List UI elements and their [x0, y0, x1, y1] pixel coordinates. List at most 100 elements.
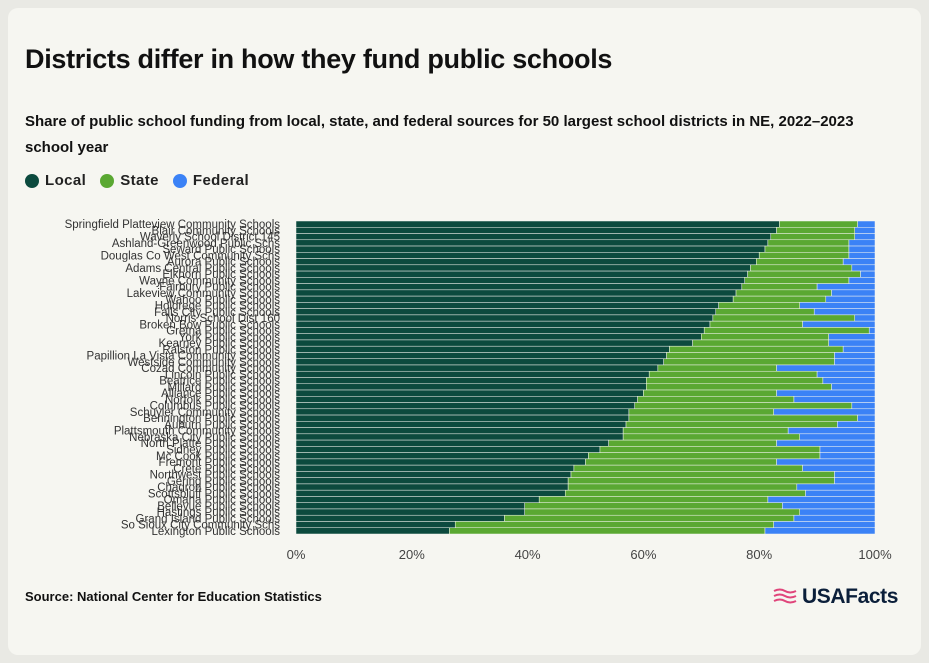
bar-segment-local — [295, 308, 717, 316]
bar-segment-federal — [776, 458, 876, 466]
legend-label-federal: Federal — [192, 172, 250, 189]
legend-swatch-state — [100, 173, 115, 188]
legend-swatch-federal — [172, 173, 187, 188]
bar-segment-federal — [842, 345, 876, 353]
bar-segment-state — [756, 258, 844, 266]
category-label: Hastings Public Schools — [157, 507, 281, 519]
bar-segment-federal — [848, 277, 876, 284]
bar-segment-federal — [773, 521, 876, 528]
bar-segment-federal — [776, 364, 876, 372]
bar-segment-state — [524, 508, 800, 516]
bar-segment-local — [295, 289, 737, 297]
category-label: Aurora Public Schools — [167, 257, 280, 269]
bar-segment-local — [295, 514, 505, 522]
bar-segment-federal — [848, 245, 876, 253]
category-label: North Platte Public Schools — [141, 438, 281, 450]
bar-segment-federal — [848, 239, 876, 247]
bar-segment-local — [295, 383, 647, 391]
bar-segment-federal — [868, 327, 876, 334]
category-label: Bennington Public Schools — [143, 413, 280, 425]
bar-segment-state — [648, 370, 818, 378]
category-label: Millard Public Schools — [168, 382, 281, 394]
legend-swatch-local — [25, 173, 39, 188]
bar-segment-federal — [793, 514, 876, 522]
bar-segment-federal — [764, 527, 876, 535]
category-label: Blair Community Schools — [152, 225, 281, 237]
bar-segment-local — [295, 508, 525, 516]
category-label: Lexington Public Schools — [152, 526, 281, 538]
bar-segment-federal — [822, 377, 876, 385]
bar-segment-local — [295, 333, 702, 341]
bar-segment-state — [622, 427, 789, 435]
bar-segment-federal — [816, 370, 876, 378]
bar-segment-local — [295, 389, 644, 397]
bar-segment-local — [295, 352, 667, 359]
legend-item-state: State — [100, 172, 159, 189]
bar-segment-local — [295, 233, 772, 241]
bar-segment-state — [712, 314, 855, 322]
bar-segment-local — [295, 458, 586, 466]
bar-segment-federal — [802, 320, 876, 328]
category-label: Springfield Platteview Community Schools — [65, 219, 281, 231]
category-label: Kearney Public Schools — [159, 338, 281, 350]
category-label: York Public Schools — [179, 332, 280, 344]
bar-segment-local — [295, 396, 638, 403]
category-label: Ralston Public Schools — [162, 344, 280, 356]
bar-segment-federal — [828, 339, 876, 347]
category-label: Cozad Community Schools — [141, 363, 280, 375]
bar-segment-local — [295, 427, 624, 435]
bar-segment-state — [608, 439, 777, 447]
bar-segment-state — [776, 227, 855, 234]
bar-segment-local — [295, 377, 647, 385]
legend-label-state: State — [120, 172, 159, 189]
bar-segment-local — [295, 414, 630, 422]
bar-segment-local — [295, 439, 609, 447]
category-label: Fairbury Public Schools — [159, 282, 280, 294]
bar-segment-state — [732, 295, 827, 303]
x-tick-label: 100% — [858, 547, 892, 562]
bar-segment-local — [295, 295, 734, 303]
category-label: Elkhorn Public Schools — [162, 269, 280, 281]
source-note: Source: National Center for Education St… — [25, 589, 322, 604]
bar-segment-federal — [848, 252, 876, 259]
bar-segment-federal — [782, 502, 876, 510]
bar-segment-local — [295, 364, 659, 372]
bar-segment-federal — [837, 421, 876, 428]
bar-segment-federal — [857, 414, 876, 422]
bar-segment-local — [295, 483, 569, 491]
bar-segment-state — [585, 458, 777, 466]
bar-segment-state — [628, 414, 858, 422]
bar-segment-state — [747, 270, 861, 278]
category-label: Scottsbluff Public Schools — [148, 488, 280, 500]
bar-segment-federal — [776, 439, 876, 447]
bar-segment-state — [669, 345, 844, 353]
legend-label-local: Local — [45, 172, 87, 189]
category-label: Norris School Dist 160 — [166, 313, 280, 325]
bar-segment-local — [295, 327, 705, 334]
bar-segment-local — [295, 471, 572, 478]
bar-segment-state — [588, 452, 821, 460]
bar-segment-local — [295, 314, 714, 322]
bar-segment-state — [735, 289, 832, 297]
bar-segment-state — [538, 496, 769, 503]
bar-segment-local — [295, 302, 719, 309]
bar-segment-local — [295, 258, 757, 266]
bar-segment-state — [750, 264, 853, 272]
chart-subtitle: Share of public school funding from loca… — [25, 113, 854, 156]
bar-segment-federal — [851, 402, 876, 410]
category-label: Ashland-Greenwood Public Schs — [112, 238, 280, 250]
bar-segment-state — [625, 421, 838, 428]
category-label: Grand Island Public Schools — [136, 513, 281, 525]
category-label: Falls City Public Schools — [154, 307, 280, 319]
bar-segment-federal — [799, 302, 876, 309]
x-tick-label: 60% — [630, 547, 656, 562]
bar-segment-federal — [773, 408, 876, 416]
category-label: Schuyler Community Schools — [130, 407, 280, 419]
bar-segment-state — [718, 302, 800, 309]
bar-segment-federal — [799, 508, 876, 516]
legend: Local State Federal — [25, 172, 263, 189]
bar-segment-state — [622, 433, 800, 441]
bar-segment-local — [295, 464, 575, 472]
bar-segment-federal — [825, 295, 876, 303]
bar-segment-state — [758, 252, 850, 259]
